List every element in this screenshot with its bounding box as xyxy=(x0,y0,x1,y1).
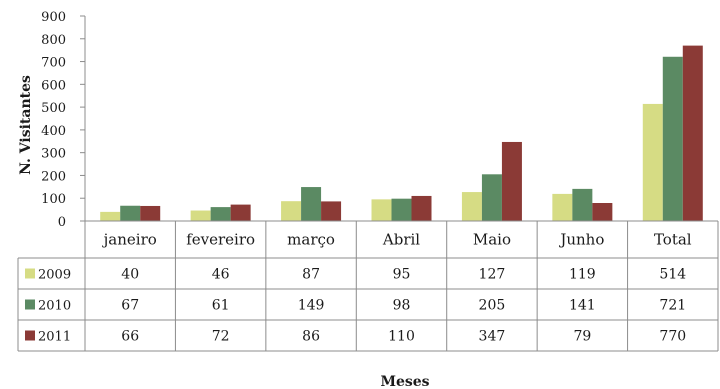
y-tick-label: 600 xyxy=(41,78,66,93)
data-label: 46 xyxy=(212,267,230,283)
data-label: 72 xyxy=(212,329,230,345)
data-label: 67 xyxy=(121,298,139,314)
x-tick-label: março xyxy=(287,231,335,249)
legend-label-2010: 2010 xyxy=(38,299,71,314)
bar-2009-Abril xyxy=(371,199,392,221)
data-label: 61 xyxy=(212,298,230,314)
bar-2011-Abril xyxy=(411,195,432,221)
bar-2009-Total xyxy=(642,103,663,221)
bar-2010-fevereiro xyxy=(210,207,231,221)
legend-label-2011: 2011 xyxy=(38,330,71,345)
bar-2011-janeiro xyxy=(140,205,161,221)
bar-2011-Junho xyxy=(592,203,613,221)
x-tick-label: Maio xyxy=(473,231,511,249)
data-label: 86 xyxy=(302,329,320,345)
x-tick-label: fevereiro xyxy=(186,231,255,249)
y-tick-label: 900 xyxy=(41,10,66,25)
legend-label-2009: 2009 xyxy=(38,268,71,283)
bar-2010-Total xyxy=(662,56,683,222)
bar-2010-março xyxy=(301,187,322,221)
x-tick-label: Junho xyxy=(558,231,604,249)
bar-2011-Maio xyxy=(501,141,522,221)
y-tick-label: 500 xyxy=(41,101,66,116)
data-label: 514 xyxy=(659,267,686,283)
data-label: 40 xyxy=(121,267,139,283)
data-label: 127 xyxy=(479,267,506,283)
y-tick-label: 100 xyxy=(41,192,66,207)
data-label: 721 xyxy=(659,298,686,314)
data-label: 205 xyxy=(479,298,506,314)
legend-swatch-2010 xyxy=(25,299,35,310)
y-tick-label: 400 xyxy=(41,124,66,139)
bar-2011-fevereiro xyxy=(230,204,251,221)
bar-2009-Maio xyxy=(461,192,482,221)
data-label: 119 xyxy=(569,267,596,283)
x-axis-label: Meses xyxy=(380,374,429,389)
x-tick-label: Total xyxy=(654,231,692,249)
data-label: 141 xyxy=(569,298,596,314)
y-tick-label: 700 xyxy=(41,56,66,71)
y-tick-label: 200 xyxy=(41,169,66,184)
legend-swatch-2011 xyxy=(25,330,35,341)
x-tick-label: Abril xyxy=(382,231,420,249)
x-tick-label: janeiro xyxy=(102,231,157,249)
data-label: 347 xyxy=(479,329,506,345)
data-label: 87 xyxy=(302,267,320,283)
legend-swatch-2009 xyxy=(25,268,35,279)
bar-2010-Abril xyxy=(391,198,412,221)
y-tick-label: 300 xyxy=(41,147,66,162)
data-label: 770 xyxy=(659,329,686,345)
bar-2011-Total xyxy=(682,45,703,221)
bar-2009-janeiro xyxy=(100,211,121,221)
bar-2010-Maio xyxy=(481,174,502,221)
data-label: 98 xyxy=(393,298,411,314)
y-axis-label: N. Visitantes xyxy=(18,75,34,175)
data-label: 66 xyxy=(121,329,139,345)
bar-2010-janeiro xyxy=(120,205,141,221)
y-axis: 0 100 200 300 400 500 600 700 800 900 xyxy=(41,10,86,230)
bar-2009-Junho xyxy=(552,193,573,221)
data-label: 95 xyxy=(393,267,411,283)
data-label: 79 xyxy=(573,329,591,345)
bar-2010-Junho xyxy=(572,188,593,221)
bars xyxy=(100,45,703,222)
data-table: janeiro fevereiro março Abril Maio Junho Total… xyxy=(17,220,719,352)
y-tick-label: 800 xyxy=(41,33,66,48)
data-label: 149 xyxy=(298,298,325,314)
bar-2011-março xyxy=(321,201,342,221)
bar-2009-fevereiro xyxy=(190,210,211,221)
y-tick-label: 0 xyxy=(58,215,66,230)
bar-2009-março xyxy=(281,201,302,221)
data-label: 110 xyxy=(388,329,415,345)
